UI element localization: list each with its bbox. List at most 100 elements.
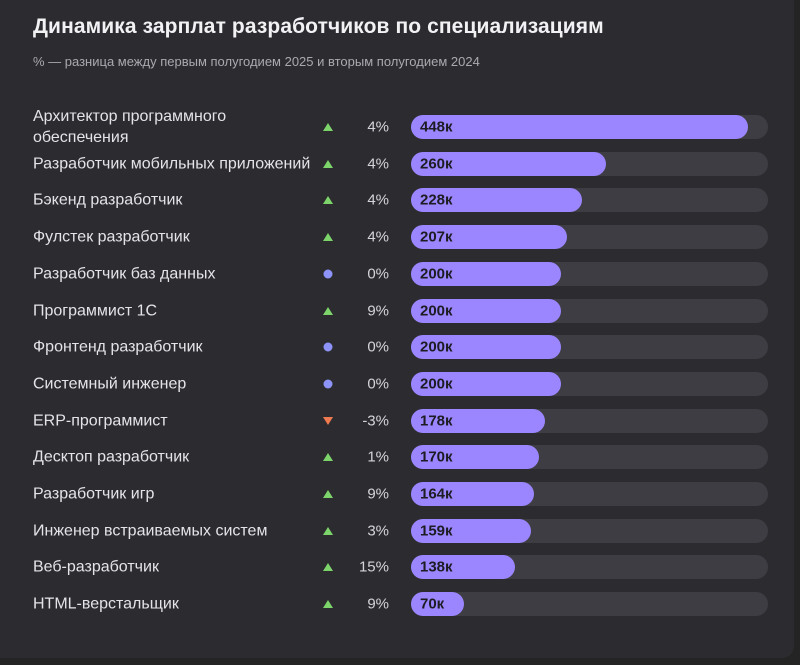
bar-track: 207к (411, 225, 768, 250)
chart-row: Бэкенд разработчик 4% 228к (0, 182, 794, 218)
bar-value-label: 200к (420, 375, 453, 393)
trend-up-icon (323, 600, 333, 609)
bar: 200к (411, 261, 561, 286)
bar-value-label: 200к (420, 338, 453, 356)
category-label: Фулстек разработчик (33, 228, 190, 246)
bar: 178к (411, 408, 545, 433)
bar-value-label: 159к (420, 522, 453, 540)
change-percent: 0% (367, 338, 389, 356)
trend-up-icon (323, 453, 333, 462)
chart-row: ERP-программист -3% 178к (0, 403, 794, 439)
chart-row: Фронтенд разработчик 0% 200к (0, 329, 794, 365)
chart-row: Разработчик игр 9% 164к (0, 476, 794, 512)
trend-up-icon (323, 563, 333, 572)
bar-value-label: 260к (420, 155, 453, 173)
change-percent: 1% (367, 448, 389, 466)
bar-value-label: 228к (420, 191, 453, 209)
chart-row: Разработчик баз данных 0% 200к (0, 256, 794, 292)
bar-value-label: 178к (420, 412, 453, 430)
bar-track: 138к (411, 555, 768, 580)
chart-row: Десктоп разработчик 1% 170к (0, 439, 794, 475)
bar-value-label: 200к (420, 302, 453, 319)
bar: 170к (411, 445, 539, 470)
chart-row: Инженер встраиваемых систем 3% 159к (0, 513, 794, 549)
change-percent: 0% (367, 265, 389, 283)
trend-up-icon (323, 196, 333, 205)
chart-subtitle: % — разница между первым полугодием 2025… (33, 54, 480, 69)
change-percent: 15% (358, 558, 389, 576)
trend-up-icon (323, 490, 333, 498)
chart-row: Разработчик мобильных приложений 4% 260к (0, 146, 794, 182)
category-label: Системный инженер (33, 375, 187, 393)
category-label: HTML-верстальщик (33, 595, 179, 613)
bar: 200к (411, 335, 561, 360)
bar: 200к (411, 371, 561, 396)
bar: 159к (411, 518, 531, 543)
bar-track: 448к (411, 115, 768, 139)
chart-row: Фулстек разработчик 4% 207к (0, 219, 794, 255)
bar-track: 70к (411, 592, 768, 617)
bar: 207к (411, 225, 567, 250)
bar: 200к (411, 298, 561, 323)
change-percent: 9% (367, 485, 389, 503)
category-label: Разработчик игр (33, 485, 155, 503)
change-percent: 4% (367, 228, 389, 246)
bar-track: 200к (411, 298, 768, 323)
bar: 70к (411, 592, 464, 617)
chart-row: Программист 1С 9% 200к (0, 293, 794, 329)
bar-track: 200к (411, 261, 768, 286)
bar: 138к (411, 555, 515, 580)
chart-row: Архитектор программного обеспечения 4% 448… (0, 108, 794, 146)
chart-row: Системный инженер 0% 200к (0, 366, 794, 402)
bar-value-label: 200к (420, 265, 453, 283)
trend-flat-icon (323, 342, 333, 352)
change-percent: 4% (367, 191, 389, 209)
change-percent: -3% (362, 412, 389, 430)
bar-value-label: 70к (420, 595, 445, 613)
bar-track: 200к (411, 371, 768, 396)
bar-track: 228к (411, 188, 768, 213)
category-label: Программист 1С (33, 302, 158, 319)
change-percent: 9% (367, 595, 389, 613)
category-label: Инженер встраиваемых систем (33, 522, 268, 540)
bar-value-label: 448к (420, 118, 453, 136)
trend-up-icon (323, 159, 333, 168)
trend-flat-icon (323, 379, 333, 389)
chart-title: Динамика зарплат разработчиков по специа… (33, 15, 604, 38)
change-percent: 4% (367, 155, 389, 173)
change-percent: 4% (367, 118, 389, 136)
bar-track: 260к (411, 151, 768, 176)
bar-track: 159к (411, 518, 768, 543)
trend-up-icon (323, 306, 333, 315)
category-label: Веб-разработчик (33, 558, 159, 576)
trend-up-icon (323, 233, 333, 242)
category-label: ERP-программист (33, 412, 168, 430)
trend-up-icon (323, 526, 333, 535)
chart-row: Веб-разработчик 15% 138к (0, 549, 794, 585)
change-percent: 0% (367, 375, 389, 393)
bar-value-label: 207к (420, 228, 453, 246)
category-label: Фронтенд разработчик (33, 338, 203, 356)
category-label: Разработчик мобильных приложений (33, 155, 311, 173)
bar-value-label: 164к (420, 485, 453, 503)
trend-down-icon (323, 416, 333, 425)
chart-row: HTML-верстальщик 9% 70к (0, 586, 794, 622)
trend-flat-icon (323, 269, 333, 279)
category-label: Бэкенд разработчик (33, 191, 183, 209)
category-label: Десктоп разработчик (33, 448, 190, 466)
bar: 228к (411, 188, 582, 213)
bar-value-label: 138к (420, 558, 453, 576)
bar-track: 164к (411, 482, 768, 506)
bar-track: 200к (411, 335, 768, 360)
change-percent: 9% (367, 302, 389, 319)
bar-track: 178к (411, 408, 768, 433)
bar: 448к (411, 115, 748, 139)
category-label: Архитектор программного обеспечения (33, 108, 227, 146)
bar-track: 170к (411, 445, 768, 470)
category-label: Разработчик баз данных (33, 265, 216, 283)
bar: 164к (411, 482, 534, 506)
change-percent: 3% (367, 522, 389, 540)
trend-up-icon (323, 123, 333, 131)
bar: 260к (411, 151, 606, 176)
